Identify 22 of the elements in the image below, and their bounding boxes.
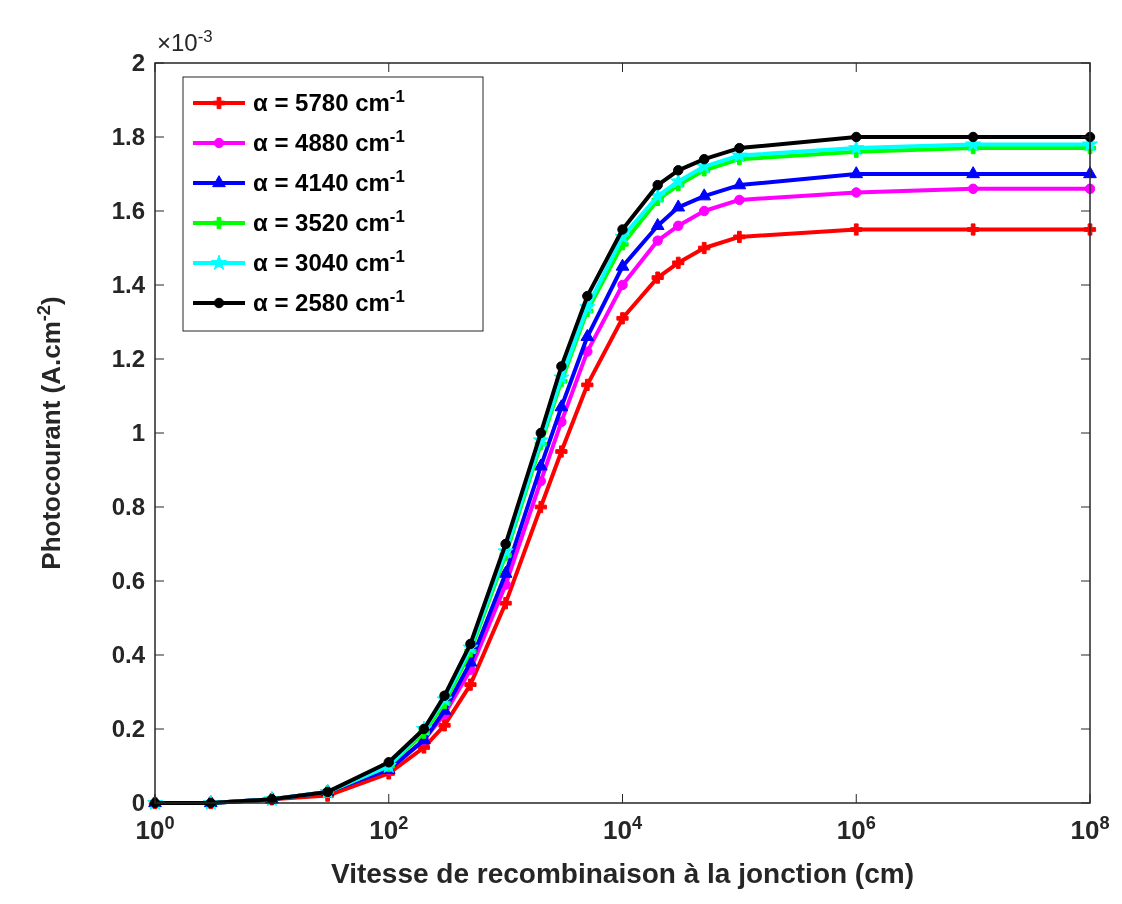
text: ×10$^{-3}$ (157, 26, 213, 56)
y-tick-label: 1.2 (111, 345, 145, 373)
x-tick-label: 10$^{4}$ (602, 813, 643, 845)
y-tick-label: 1.4 (111, 271, 146, 299)
y-tick-label: 0.2 (111, 715, 145, 743)
y-tick-label: 1.8 (111, 123, 145, 151)
x-tick-label: 10$^{8}$ (1070, 813, 1110, 845)
y-tick-label: 0.8 (111, 493, 145, 521)
x-tick-label: 10$^{2}$ (369, 813, 409, 845)
y-tick-label: 2 (131, 49, 145, 77)
legend-label: α = 3040 cm$^{-1}$ (253, 246, 405, 277)
x-tick-label: 10$^{6}$ (836, 813, 876, 845)
legend-label: α = 5780 cm$^{-1}$ (253, 86, 405, 117)
y-tick-label: 0.6 (111, 567, 145, 595)
y-tick-label: 0.4 (111, 641, 146, 669)
y-tick-label: 1 (131, 419, 145, 447)
y-tick-label: 1.6 (111, 197, 145, 225)
x-axis-title: Vitesse de recombinaison à la jonction (cm) (331, 858, 914, 889)
legend-label: α = 4140 cm$^{-1}$ (253, 166, 405, 197)
legend-label: α = 2580 cm$^{-1}$ (253, 286, 405, 317)
legend-label: α = 4880 cm$^{-1}$ (253, 126, 405, 157)
legend-label: α = 3520 cm$^{-1}$ (253, 206, 405, 237)
